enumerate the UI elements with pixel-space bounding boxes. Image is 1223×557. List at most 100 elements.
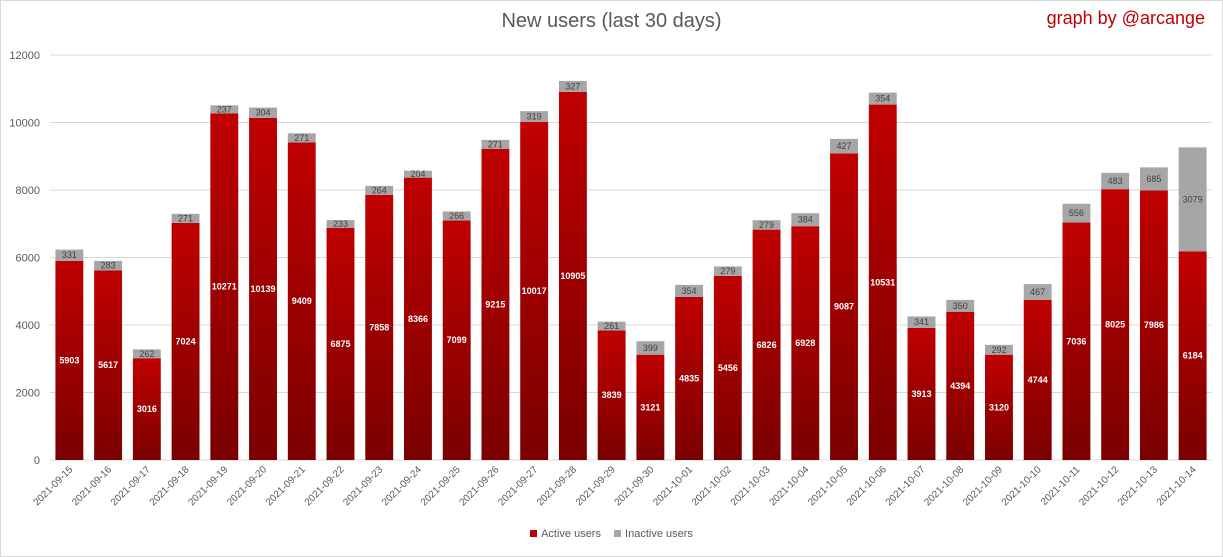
bar-active — [249, 117, 277, 460]
data-label-inactive: 204 — [410, 169, 425, 179]
bar-inactive — [752, 220, 781, 230]
bar-active — [907, 327, 936, 460]
bar-active — [210, 113, 239, 460]
x-tick-label: 2021-09-28 — [535, 464, 579, 508]
x-tick-label: 2021-09-26 — [458, 464, 502, 508]
data-label-active: 5903 — [59, 355, 79, 365]
data-label-inactive: 271 — [488, 139, 503, 149]
data-label-inactive: 304 — [256, 108, 271, 118]
bar-inactive — [907, 316, 936, 328]
bar-active — [675, 296, 704, 460]
data-label-active: 3839 — [602, 390, 622, 400]
bar-inactive — [442, 211, 471, 221]
data-label-active: 6875 — [330, 339, 350, 349]
legend-item-active: Active users — [530, 528, 601, 540]
x-tick-label: 2021-09-16 — [70, 464, 114, 508]
y-tick-label: 8000 — [16, 185, 40, 197]
data-label-inactive: 327 — [565, 81, 580, 91]
data-label-active: 10139 — [251, 284, 276, 294]
bar-active — [442, 220, 471, 460]
data-label-inactive: 341 — [914, 317, 929, 327]
legend-item-inactive: Inactive users — [614, 528, 693, 540]
x-tick-label: 2021-10-13 — [1116, 464, 1160, 508]
data-label-inactive: 233 — [333, 219, 348, 229]
data-label-active: 8025 — [1105, 320, 1125, 330]
bar-active — [636, 354, 665, 460]
y-tick-label: 12000 — [9, 50, 40, 62]
x-tick-label: 2021-10-08 — [922, 464, 966, 508]
legend-label-active: Active users — [541, 528, 601, 540]
y-tick-label: 6000 — [16, 253, 40, 265]
chart-credit: graph by @arcange — [1046, 8, 1205, 28]
bar-inactive — [365, 185, 394, 195]
bar-active — [1139, 190, 1168, 460]
bar-inactive — [520, 111, 549, 122]
y-tick-label: 2000 — [16, 388, 40, 400]
bar-inactive — [132, 349, 161, 359]
data-label-inactive: 262 — [139, 349, 154, 359]
bar-active — [830, 153, 858, 460]
data-label-inactive: 279 — [759, 220, 774, 230]
data-label-inactive: 319 — [527, 112, 542, 122]
bar-active — [94, 270, 123, 460]
bar-inactive — [946, 299, 975, 312]
x-tick-label: 2021-10-02 — [690, 464, 734, 508]
data-label-active: 10531 — [870, 277, 895, 287]
x-tick-label: 2021-10-12 — [1077, 464, 1121, 508]
bar-inactive — [830, 138, 858, 154]
data-label-inactive: 384 — [798, 215, 813, 225]
x-tick-label: 2021-10-11 — [1039, 464, 1083, 508]
x-tick-label: 2021-09-25 — [419, 464, 463, 508]
bar-inactive — [713, 266, 742, 276]
bar-inactive — [1062, 203, 1091, 223]
data-label-inactive: 399 — [643, 343, 658, 353]
bar-active — [597, 330, 626, 460]
data-label-active: 4835 — [679, 373, 699, 383]
data-label-inactive: 427 — [837, 141, 852, 151]
x-tick-label: 2021-10-03 — [729, 464, 773, 508]
bar-inactive — [636, 341, 665, 355]
data-label-inactive: 556 — [1069, 208, 1084, 218]
data-label-inactive: 271 — [178, 213, 193, 223]
bar-active — [481, 148, 510, 460]
bar-inactive — [210, 105, 239, 114]
bar-active — [752, 229, 781, 460]
bar-inactive — [171, 213, 200, 223]
data-label-inactive: 264 — [372, 185, 387, 195]
data-label-active: 9087 — [834, 302, 854, 312]
x-tick-label: 2021-09-17 — [109, 464, 153, 508]
bar-active — [946, 311, 975, 460]
data-label-inactive: 483 — [1108, 176, 1123, 186]
data-label-active: 10271 — [212, 282, 237, 292]
data-label-active: 6184 — [1183, 351, 1203, 361]
bar-active — [868, 104, 897, 461]
data-label-active: 5456 — [718, 363, 738, 373]
x-tick-label: 2021-10-01 — [651, 464, 695, 508]
bar-active — [365, 194, 394, 461]
bar-active — [1178, 251, 1207, 460]
data-label-active: 7099 — [447, 335, 467, 345]
x-tick-label: 2021-09-20 — [225, 464, 269, 508]
bar-active — [1023, 299, 1052, 460]
bar-active — [326, 227, 355, 460]
bar-active — [132, 358, 161, 460]
data-label-active: 7858 — [369, 322, 389, 332]
legend: Active users Inactive users — [0, 528, 1223, 540]
bar-active — [520, 121, 549, 461]
bar-inactive — [1023, 284, 1052, 300]
data-label-inactive: 350 — [953, 301, 968, 311]
data-label-active: 3121 — [640, 402, 660, 412]
bar-active — [558, 91, 587, 461]
x-tick-label: 2021-10-10 — [1000, 464, 1044, 508]
data-label-active: 10905 — [560, 271, 585, 281]
bar-active — [1062, 222, 1091, 460]
x-tick-label: 2021-09-18 — [148, 464, 192, 508]
x-tick-label: 2021-10-07 — [884, 464, 928, 508]
bar-inactive — [791, 213, 820, 227]
x-tick-label: 2021-09-24 — [380, 464, 424, 508]
data-label-inactive: 279 — [720, 266, 735, 276]
data-label-inactive: 354 — [682, 286, 697, 296]
data-label-inactive: 331 — [62, 250, 77, 260]
